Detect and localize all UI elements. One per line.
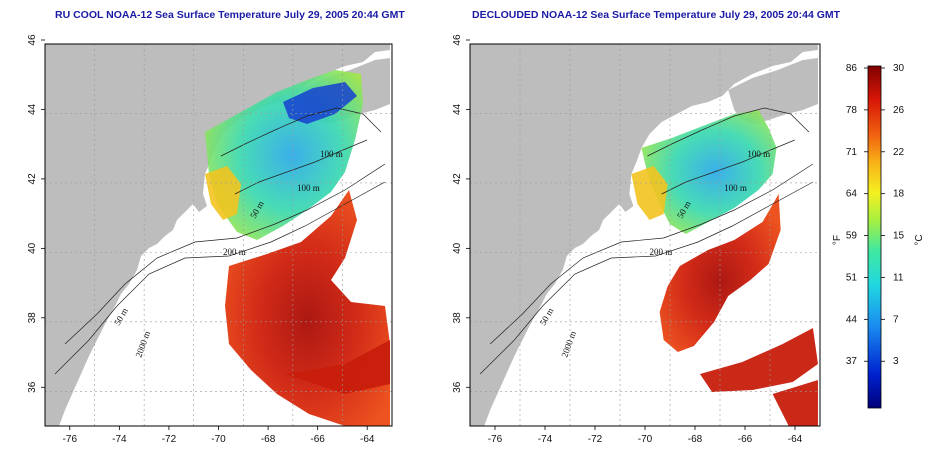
- contour-label: 100 m: [747, 149, 770, 159]
- x-tick-label: -74: [112, 434, 127, 445]
- contour-label: 100 m: [724, 183, 747, 193]
- y-tick-label: 42: [452, 173, 463, 185]
- x-tick-label: -64: [360, 434, 375, 445]
- bathymetry-contour: [489, 163, 814, 345]
- colorbar-label-f: 44: [846, 314, 858, 325]
- panel-title-left: RU COOL NOAA-12 Sea Surface Temperature …: [55, 9, 405, 21]
- colorbar-label-f: 51: [846, 272, 858, 283]
- colorbar-celsius-ticks: 30 26 22 18 15 11 7 3: [881, 63, 905, 367]
- colorbar-label-f: 37: [846, 356, 858, 367]
- y-tick-label: 46: [452, 34, 463, 46]
- contour-label: 100 m: [297, 183, 320, 193]
- coastal-warm-band: [631, 166, 668, 220]
- celsius-label: °C: [914, 234, 925, 245]
- maritimes-land: [728, 58, 818, 124]
- y-tick-label: 46: [27, 34, 38, 46]
- colorbar-label-c: 22: [893, 147, 905, 158]
- axis-ticks: -76 -74 -72 -70 -68 -66 -64 36 38 40 42 44 46: [452, 34, 803, 445]
- y-tick-label: 38: [27, 312, 38, 324]
- colorbar-label-c: 15: [893, 231, 905, 242]
- x-tick-label: -66: [310, 434, 325, 445]
- contour-label: 100 m: [320, 149, 343, 159]
- bathymetry-contour: [234, 139, 368, 195]
- x-tick-label: -76: [63, 434, 78, 445]
- warm-patch: [699, 328, 818, 392]
- axis-ticks: -76 -74 -72 -70 -68 -66 -64 36 38 40 42 44 46: [27, 34, 375, 445]
- colorbar-label-c: 18: [893, 189, 905, 200]
- x-tick-label: -70: [638, 434, 653, 445]
- panel-title-right: DECLOUDED NOAA-12 Sea Surface Temperatur…: [472, 9, 841, 21]
- colorbar-label-c: 11: [893, 272, 904, 283]
- contour-label: 200 m: [650, 247, 673, 257]
- x-tick-label: -66: [738, 434, 753, 445]
- x-tick-label: -68: [688, 434, 703, 445]
- x-tick-label: -74: [538, 434, 553, 445]
- x-tick-label: -76: [488, 434, 503, 445]
- bathymetry-contour: [479, 181, 814, 375]
- x-tick-label: -68: [261, 434, 276, 445]
- warm-patch: [285, 340, 390, 394]
- x-tick-label: -72: [588, 434, 603, 445]
- colorbar-label-c: 7: [893, 314, 899, 325]
- y-tick-label: 40: [27, 242, 38, 254]
- colorbar-label-c: 26: [893, 105, 905, 116]
- cool-sst-region: [641, 110, 777, 234]
- colorbar-label-c: 30: [893, 63, 905, 74]
- colorbar-label-f: 78: [846, 105, 858, 116]
- coastal-warm-band: [205, 166, 241, 220]
- bathymetry-contour: [661, 139, 795, 195]
- bathymetry-contour: [64, 163, 386, 345]
- bathymetry-contour: [54, 181, 386, 375]
- colorbar-label-f: 59: [846, 231, 858, 242]
- colorbar-label-f: 71: [846, 147, 858, 158]
- fahrenheit-label: °F: [832, 235, 843, 245]
- bathymetry-contour: [647, 107, 810, 157]
- land-mass: [470, 44, 818, 426]
- warm-sst-region: [659, 194, 781, 352]
- x-tick-label: -70: [211, 434, 226, 445]
- y-tick-label: 44: [452, 103, 463, 115]
- bathymetry-contour: [220, 107, 382, 157]
- y-tick-label: 38: [452, 312, 463, 324]
- colorbar-label-f: 64: [846, 189, 858, 200]
- x-tick-label: -72: [162, 434, 177, 445]
- colorbar-label-c: 3: [893, 356, 899, 367]
- land-mass: [45, 44, 390, 426]
- x-tick-label: -64: [788, 434, 803, 445]
- y-tick-label: 42: [27, 173, 38, 185]
- y-tick-label: 44: [27, 103, 38, 115]
- colorbar-gradient: [867, 65, 882, 409]
- colorbar-fahrenheit-ticks: 86 78 71 64 59 51 44 37: [846, 63, 868, 367]
- colorbar: 86 78 71 64 59 51 44 37 30 26 22 18 15 11 7 3 °F °C: [832, 63, 925, 409]
- colorbar-label-f: 86: [846, 63, 858, 74]
- y-tick-label: 36: [452, 381, 463, 393]
- y-tick-label: 40: [452, 242, 463, 254]
- contour-label: 200 m: [223, 247, 246, 257]
- y-tick-label: 36: [27, 381, 38, 393]
